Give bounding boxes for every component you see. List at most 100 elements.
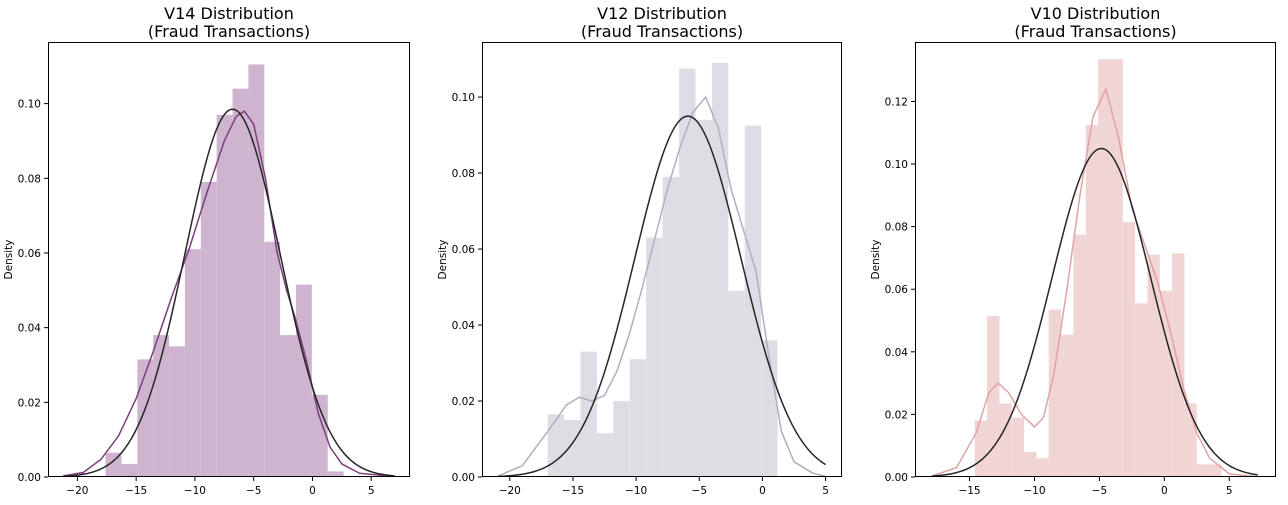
y-tick-label: 0.04: [885, 347, 909, 359]
chart-title-line1: V10 Distribution: [1031, 4, 1161, 23]
x-tick-label: −10: [1023, 485, 1045, 497]
x-tick-label: −10: [625, 485, 647, 497]
x-tick-label: 5: [1226, 485, 1233, 497]
x-tick-label: 0: [309, 485, 316, 497]
y-tick-label: 0.06: [18, 248, 42, 260]
kde-curve: [63, 110, 395, 477]
y-tick-label: 0.12: [885, 96, 908, 108]
histogram-bar: [695, 119, 712, 477]
histogram-bar: [295, 284, 312, 477]
histogram-bar: [200, 182, 217, 477]
histogram-bar: [1209, 464, 1222, 477]
histogram-bar: [744, 125, 762, 477]
histogram-bar: [248, 64, 265, 477]
axes-frame: [482, 42, 842, 477]
y-tick-label: 0.10: [18, 99, 41, 111]
x-tick-label: 5: [368, 485, 375, 497]
histogram-bar: [1159, 290, 1173, 477]
x-tick-label: 0: [1161, 485, 1168, 497]
histogram-bar: [216, 114, 233, 477]
x-tick-label: −5: [1092, 485, 1107, 497]
histogram-bar: [1085, 124, 1099, 477]
histogram-bar: [105, 452, 122, 477]
histogram-bar: [232, 88, 249, 477]
histogram-bar: [999, 403, 1012, 477]
chart-title-line2: (Fraud Transactions): [581, 22, 743, 41]
histogram-bar: [1098, 59, 1111, 477]
histogram-bar: [646, 237, 663, 477]
histogram-bar: [327, 471, 344, 477]
histogram-bar: [1024, 451, 1037, 477]
histogram-bar: [1122, 221, 1136, 477]
histogram-bar: [1110, 59, 1123, 477]
x-tick-label: −15: [562, 485, 584, 497]
plot-area: [63, 64, 395, 477]
x-tick-label: −20: [499, 485, 521, 497]
histogram-bar: [711, 62, 729, 477]
x-tick-label: −20: [66, 485, 88, 497]
histogram-bar: [1135, 303, 1148, 477]
histogram-bar: [280, 335, 296, 477]
y-tick-label: 0.08: [452, 168, 475, 180]
x-tick-label: 0: [759, 485, 766, 497]
histogram-bar: [596, 433, 614, 477]
y-tick-label: 0.08: [885, 222, 908, 234]
histogram-bar: [629, 359, 647, 477]
x-tick-label: −15: [125, 485, 147, 497]
y-tick-label: 0.08: [18, 173, 41, 185]
y-tick-label: 0.06: [452, 244, 476, 256]
plot-area: [498, 62, 826, 477]
kde-curve: [931, 88, 1258, 477]
y-axis-label: Density: [437, 240, 449, 280]
chart-v10-distribution: −15 −10 −5 0 5 0.00 0.02 0.04 0.06 0.08 0.10 0.12 V1…: [870, 4, 1276, 497]
histogram-bar: [761, 340, 778, 477]
histogram-bar: [169, 346, 185, 477]
y-tick-label: 0.10: [885, 159, 908, 171]
normal-fit-curve: [63, 108, 395, 477]
x-tick-label: −10: [184, 485, 206, 497]
histogram-bar: [613, 401, 630, 477]
y-tick-label: 0.04: [18, 323, 42, 335]
chart-title-line2: (Fraud Transactions): [1014, 22, 1176, 41]
x-tick-label: 5: [822, 485, 829, 497]
histogram-bar: [137, 359, 154, 477]
y-tick-label: 0.02: [452, 396, 475, 408]
histogram-bar: [1073, 234, 1086, 477]
chart-title-line1: V12 Distribution: [597, 4, 727, 23]
y-axis-label: Density: [870, 240, 882, 280]
normal-fit-curve: [498, 115, 826, 477]
chart-title-line1: V14 Distribution: [164, 4, 294, 23]
y-axis-label: Density: [3, 240, 15, 280]
histogram-bar: [1011, 417, 1025, 477]
kde-curve: [498, 96, 826, 477]
y-tick-label: 0.06: [885, 284, 909, 296]
histogram-bar: [121, 463, 138, 477]
chart-v12-distribution: −20 −15 −10 −5 0 5 0.00 0.02 0.04 0.06 0.08 0.10 V12…: [437, 4, 842, 497]
histogram-bar: [1147, 254, 1160, 477]
x-tick-label: −5: [692, 485, 707, 497]
chart-v14-distribution: −20 −15 −10 −5 0 5 0.00 0.02 0.04 0.06 0.08 0.10 V14…: [3, 4, 410, 497]
y-tick-label: 0.00: [452, 472, 475, 484]
axes-frame: [915, 42, 1276, 477]
histogram-bar: [264, 241, 281, 477]
y-tick-label: 0.02: [885, 409, 908, 421]
histogram-bar: [679, 68, 696, 477]
histogram-bar: [547, 414, 565, 477]
histogram-bar: [728, 290, 745, 477]
x-tick-label: −5: [246, 485, 261, 497]
histogram-bar: [564, 420, 581, 477]
x-tick-label: −15: [958, 485, 980, 497]
histogram-bar: [1196, 464, 1210, 477]
histogram-bar: [662, 176, 680, 477]
normal-fit-curve: [931, 147, 1258, 477]
histogram-bar: [1061, 334, 1074, 477]
histogram-bar: [311, 394, 328, 477]
y-tick-label: 0.00: [18, 472, 41, 484]
axes-frame: [48, 42, 410, 477]
y-tick-label: 0.10: [452, 92, 475, 104]
chart-title-line2: (Fraud Transactions): [148, 22, 310, 41]
plot-area: [931, 59, 1258, 477]
y-tick-label: 0.02: [18, 397, 41, 409]
y-tick-label: 0.04: [452, 320, 476, 332]
